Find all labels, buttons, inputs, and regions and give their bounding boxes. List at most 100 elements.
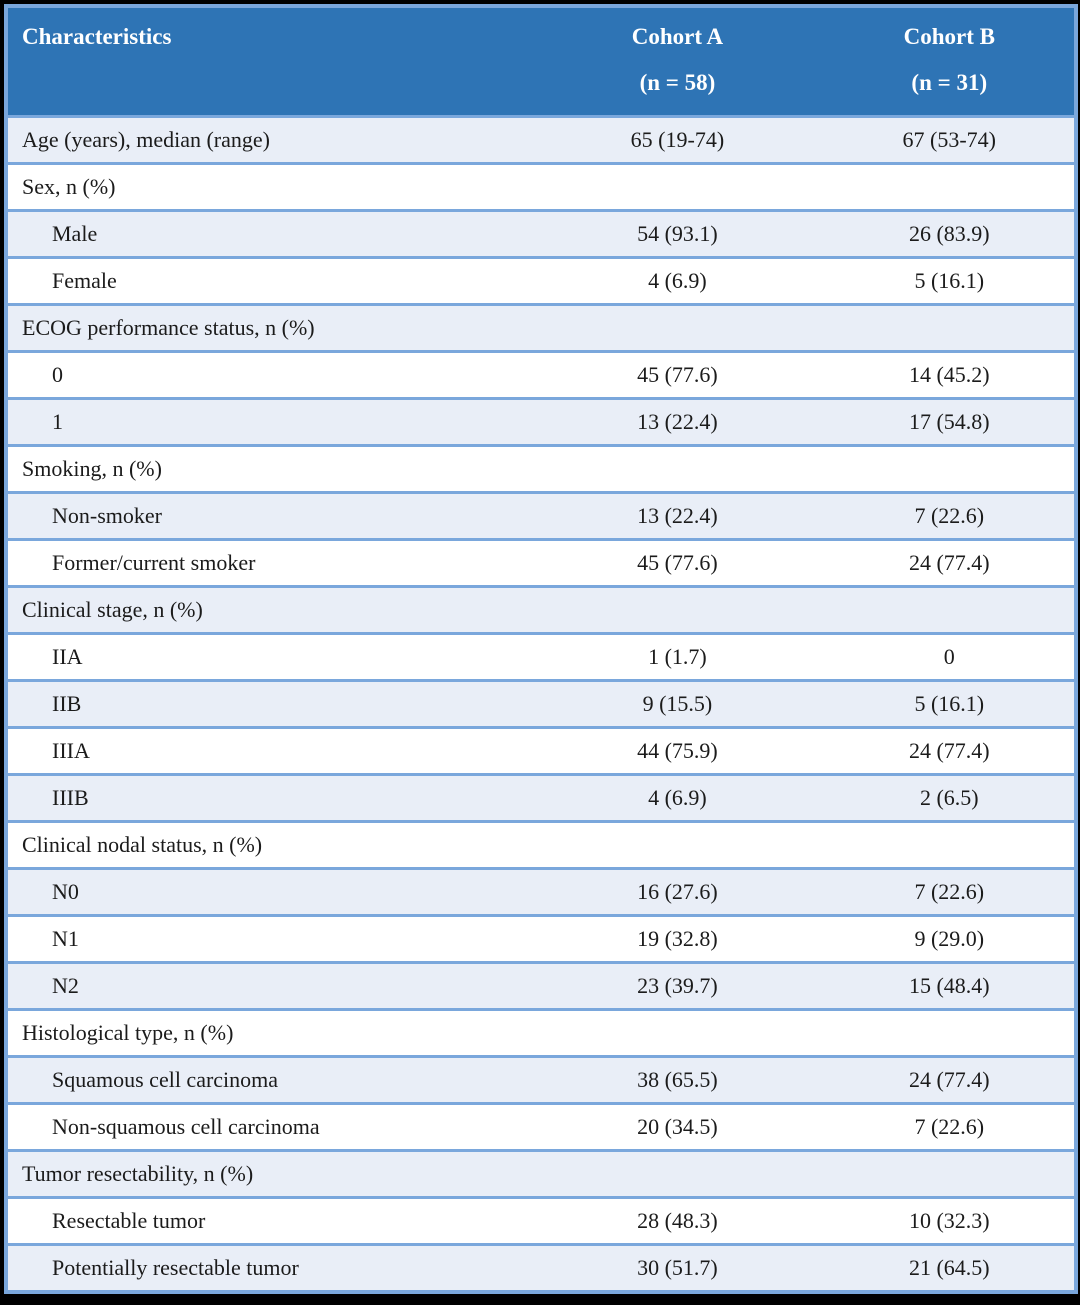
row-label: Clinical stage, n (%) xyxy=(22,597,203,622)
table-row: IIIB 4 (6.9) 2 (6.5) xyxy=(6,774,1076,822)
table-row: Squamous cell carcinoma 38 (65.5) 24 (77.4… xyxy=(6,1056,1076,1104)
table-row: Female 4 (6.9) 5 (16.1) xyxy=(6,257,1076,305)
cohort-b-n: (n = 31) xyxy=(911,70,988,95)
cohort-b-value: 9 (29.0) xyxy=(914,926,985,951)
table-row: Former/current smoker 45 (77.6) 24 (77.4) xyxy=(6,539,1076,587)
table-row: IIIA 44 (75.9) 24 (77.4) xyxy=(6,727,1076,775)
cohort-a-value: 16 (27.6) xyxy=(637,879,718,904)
table-row: IIB 9 (15.5) 5 (16.1) xyxy=(6,680,1076,728)
table-row: Histological type, n (%) xyxy=(6,1009,1076,1057)
row-label: Squamous cell carcinoma xyxy=(52,1067,279,1092)
cohort-a-value xyxy=(530,587,824,634)
cohort-b-value xyxy=(825,1151,1076,1198)
cohort-a-value: 19 (32.8) xyxy=(637,926,718,951)
cohort-b-value: 5 (16.1) xyxy=(914,691,985,716)
table-row: Non-smoker 13 (22.4) 7 (22.6) xyxy=(6,492,1076,540)
cohort-a-value: 4 (6.9) xyxy=(648,268,707,293)
row-label: ECOG performance status, n (%) xyxy=(22,315,315,340)
row-label: N0 xyxy=(52,879,79,904)
table-row: Clinical stage, n (%) xyxy=(6,586,1076,634)
row-label: N1 xyxy=(52,926,79,951)
cohort-b-value: 5 (16.1) xyxy=(914,268,985,293)
table-row: Tumor resectability, n (%) xyxy=(6,1150,1076,1198)
cohort-a-value: 13 (22.4) xyxy=(637,503,718,528)
cohort-b-value: 17 (54.8) xyxy=(908,409,990,434)
row-label: Sex, n (%) xyxy=(22,174,116,199)
cohort-b-value: 21 (64.5) xyxy=(908,1254,990,1280)
cohort-a-value xyxy=(530,446,824,493)
row-label: IIIB xyxy=(52,785,89,810)
cohort-b-value xyxy=(825,822,1076,869)
cohort-a-value: 23 (39.7) xyxy=(637,973,718,998)
cohort-a-value: 65 (19-74) xyxy=(630,127,725,152)
cohort-b-value: 7 (22.6) xyxy=(914,1114,985,1139)
table-row: IIA 1 (1.7) 0 xyxy=(6,633,1076,681)
row-label: Non-squamous cell carcinoma xyxy=(52,1114,320,1139)
row-label: N2 xyxy=(52,973,79,998)
cohort-a-value: 9 (15.5) xyxy=(642,691,713,716)
table-row: Sex, n (%) xyxy=(6,163,1076,211)
cohort-b-value: 24 (77.4) xyxy=(908,738,990,763)
cohort-a-n: (n = 58) xyxy=(639,70,716,95)
cohort-a-value: 54 (93.1) xyxy=(637,221,718,246)
row-label: Former/current smoker xyxy=(52,550,256,575)
row-label: Non-smoker xyxy=(52,503,162,528)
row-label: Resectable tumor xyxy=(52,1208,206,1233)
col-header-characteristics: Characteristics xyxy=(6,6,531,117)
table-body: Age (years), median (range) 65 (19-74) 67 … xyxy=(6,116,1076,1292)
characteristics-table: Characteristics Cohort A (n = 58) Cohort… xyxy=(4,4,1078,1294)
table-row: ECOG performance status, n (%) xyxy=(6,304,1076,352)
row-label: Age (years), median (range) xyxy=(22,127,270,152)
table-row: Age (years), median (range) 65 (19-74) 67 … xyxy=(6,116,1076,164)
table-row: Clinical nodal status, n (%) xyxy=(6,821,1076,869)
table-row: Smoking, n (%) xyxy=(6,445,1076,493)
cohort-b-value xyxy=(825,164,1076,211)
row-label: Male xyxy=(52,221,98,246)
row-label: Female xyxy=(52,268,117,293)
cohort-b-value: 26 (83.9) xyxy=(908,221,990,246)
cohort-a-value: 20 (34.5) xyxy=(637,1114,718,1139)
cohort-a-value: 45 (77.6) xyxy=(637,550,718,575)
table-row: N2 23 (39.7) 15 (48.4) xyxy=(6,962,1076,1010)
row-label: 0 xyxy=(52,362,63,387)
cohort-b-value: 10 (32.3) xyxy=(908,1208,990,1233)
cohort-b-value xyxy=(825,446,1076,493)
table-frame: Characteristics Cohort A (n = 58) Cohort… xyxy=(4,4,1078,1294)
cohort-a-value xyxy=(530,164,824,211)
cohort-a-value xyxy=(530,1010,824,1057)
cohort-a-value xyxy=(530,1151,824,1198)
cohort-b-value xyxy=(825,1010,1076,1057)
cohort-b-value: 0 xyxy=(943,644,955,669)
table-row: Resectable tumor 28 (48.3) 10 (32.3) xyxy=(6,1197,1076,1245)
table-row: N0 16 (27.6) 7 (22.6) xyxy=(6,868,1076,916)
row-label: Histological type, n (%) xyxy=(22,1020,234,1045)
cohort-a-value xyxy=(530,822,824,869)
cohort-a-value: 38 (65.5) xyxy=(637,1067,718,1092)
cohort-a-value: 28 (48.3) xyxy=(637,1208,718,1233)
row-label: IIIA xyxy=(52,738,90,763)
table-header-row: Characteristics Cohort A (n = 58) Cohort… xyxy=(6,6,1076,117)
cohort-b-value: 15 (48.4) xyxy=(908,973,990,998)
cohort-b-value: 7 (22.6) xyxy=(914,503,985,528)
table-row: Potentially resectable tumor 30 (51.7) 21 … xyxy=(6,1244,1076,1292)
table-row: Male 54 (93.1) 26 (83.9) xyxy=(6,210,1076,258)
col-header-characteristics-label: Characteristics xyxy=(22,24,172,49)
cohort-b-value: 2 (6.5) xyxy=(919,785,979,810)
row-label: 1 xyxy=(52,409,63,434)
cohort-a-value: 45 (77.6) xyxy=(637,362,718,387)
row-label: IIB xyxy=(52,691,82,716)
cohort-b-value: 24 (77.4) xyxy=(908,550,990,575)
cohort-b-value: 67 (53-74) xyxy=(902,127,997,152)
row-label: Tumor resectability, n (%) xyxy=(22,1161,254,1186)
cohort-a-value: 1 (1.7) xyxy=(648,644,707,669)
row-label: Smoking, n (%) xyxy=(22,456,162,481)
cohort-b-value: 14 (45.2) xyxy=(908,362,990,387)
cohort-a-value: 13 (22.4) xyxy=(637,409,718,434)
cohort-b-value xyxy=(825,305,1076,352)
table-row: N1 19 (32.8) 9 (29.0) xyxy=(6,915,1076,963)
table-row: 1 13 (22.4) 17 (54.8) xyxy=(6,398,1076,446)
cohort-b-value: 7 (22.6) xyxy=(914,879,985,904)
cohort-b-value xyxy=(825,587,1076,634)
cohort-a-value: 30 (51.7) xyxy=(637,1254,718,1280)
row-label: Clinical nodal status, n (%) xyxy=(22,832,263,857)
